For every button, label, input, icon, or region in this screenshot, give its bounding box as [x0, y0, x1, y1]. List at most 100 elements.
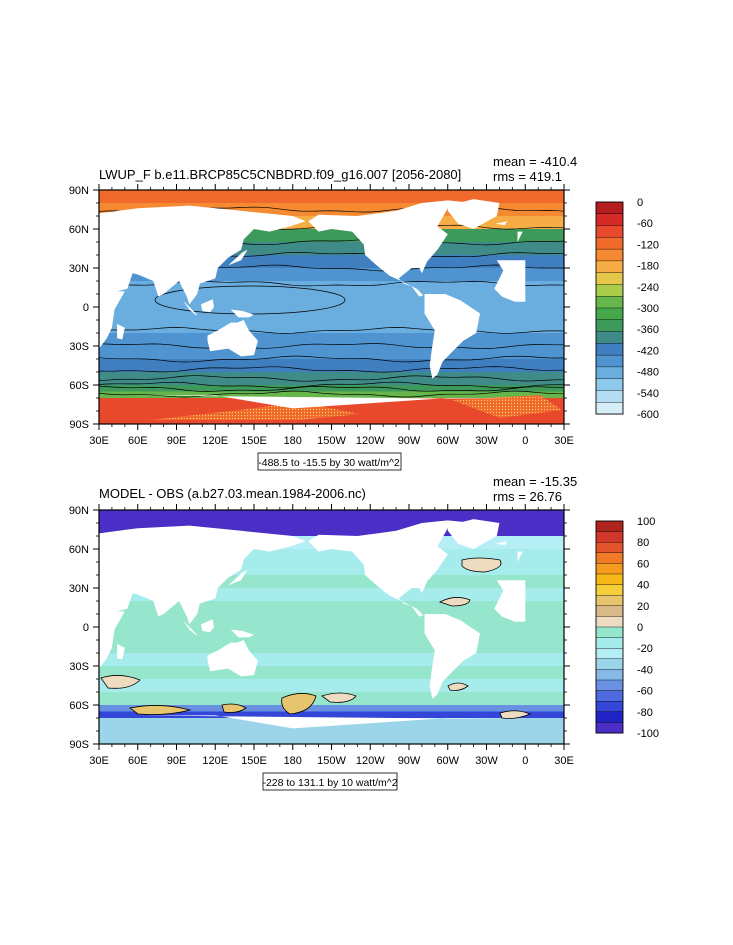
y-tick-label: 60S: [69, 700, 89, 712]
top-map: [0, 190, 564, 424]
land-mass: [99, 205, 306, 349]
field-band: [99, 705, 564, 712]
top-range-box: [257, 452, 402, 471]
x-tick-label: 150E: [241, 435, 267, 447]
colorbar-swatch: [595, 679, 624, 692]
top-title: LWUP_F b.e11.BRCP85C5CNBDRD.f09_g16.007 …: [99, 167, 461, 182]
x-tick-label: 180: [284, 435, 302, 447]
field-band: [99, 679, 564, 693]
colorbar-label: -360: [637, 324, 659, 336]
colorbar-swatch: [595, 307, 624, 321]
top-colorbar: 0 -60 -120 -180 -240 -300 -360 -420 -480 -540 -600: [595, 197, 659, 421]
bottom-patch-indian-south: [129, 705, 192, 715]
contour-line: [99, 375, 564, 382]
x-tick-label: 0: [522, 755, 528, 767]
colorbar-swatch: [595, 213, 624, 227]
bottom-patch-atlantic: [461, 557, 502, 573]
bottom-patch-aus: [221, 703, 247, 713]
x-tick-label: 30E: [89, 435, 109, 447]
land-mass: [183, 300, 198, 317]
x-tick-label: 180: [284, 755, 302, 767]
colorbar-swatch: [595, 272, 624, 285]
bottom-title: MODEL - OBS (a.b27.03.mean.1984-2006.nc): [99, 486, 366, 501]
colorbar-swatch: [595, 319, 624, 333]
land-mass: [517, 551, 523, 562]
colorbar-swatch: [595, 260, 624, 274]
land-mass: [137, 395, 526, 424]
colorbar-swatch: [595, 402, 624, 415]
colorbar-label: -120: [637, 239, 659, 251]
land-mass-wrap: [29, 580, 60, 622]
top-y-axis: 90N 60N 30N 0 30S 60S 90S: [69, 185, 570, 431]
land-mass: [230, 309, 254, 318]
colorbar-label: -80: [637, 707, 653, 719]
field-band: [99, 385, 564, 392]
y-tick-label: 30S: [69, 341, 89, 353]
x-tick-label: 60E: [128, 435, 148, 447]
land-mass: [117, 643, 125, 660]
colorbar-label: 40: [637, 580, 649, 592]
y-tick-label: 30N: [69, 263, 89, 275]
colorbar-label: 20: [637, 601, 649, 613]
bottom-y-axis: 90N 60N 30N 0 30S 60S 90S: [69, 505, 570, 751]
field-band: [99, 711, 564, 719]
land-mass: [494, 580, 526, 622]
land-mass: [308, 520, 474, 617]
colorbar-swatch: [595, 366, 624, 380]
field-band: [99, 640, 564, 654]
colorbar-label: -100: [637, 728, 659, 740]
bottom-x-axis: 30E 60E 90E 120E 150E 180 150W 120W 90W 60W 30W 0 30…: [89, 504, 574, 767]
top-x-axis: 30E 60E 90E 120E 150E 180 150W 120W 90W 60W 30W 0 30…: [89, 184, 574, 447]
contour-line: [99, 381, 564, 389]
contour-line: [99, 355, 564, 363]
y-tick-label: 90N: [69, 185, 89, 197]
land-mass: [517, 231, 523, 242]
land-mass: [228, 569, 248, 586]
colorbar-frame: [595, 520, 624, 734]
x-tick-label: 150W: [317, 435, 346, 447]
bottom-rms-label: rms = 26.76: [493, 489, 562, 504]
x-tick-label: 30E: [554, 755, 574, 767]
land-mass-wrap: [31, 221, 43, 225]
y-tick-label: 90N: [69, 505, 89, 517]
field-band: [99, 614, 564, 628]
field-band: [99, 307, 564, 321]
land-mass: [117, 323, 125, 340]
field-band: [99, 190, 564, 204]
land-mass: [201, 619, 214, 633]
colorbar-swatch: [595, 343, 624, 356]
x-tick-label: 120E: [202, 755, 228, 767]
colorbar-swatch: [595, 296, 624, 309]
land-mass-wrap: [0, 294, 15, 379]
colorbar-swatch: [595, 390, 624, 403]
land-mass-wrap: [0, 715, 60, 744]
colorbar-swatch: [595, 354, 624, 368]
top-antarctic-stipple-east: [452, 395, 562, 418]
field-band: [99, 294, 564, 308]
colorbar-label: -540: [637, 388, 659, 400]
bottom-patch-indian: [100, 675, 141, 689]
y-tick-label: 90S: [69, 419, 89, 431]
land-mass-wrap: [0, 520, 9, 616]
land-mass: [207, 320, 258, 357]
land-mass-wrap: [0, 200, 9, 296]
y-tick-label: 60N: [69, 544, 89, 556]
contour-line: [99, 343, 564, 349]
bottom-mean-label: mean = -15.35: [493, 474, 577, 489]
x-tick-label: 150E: [241, 755, 267, 767]
land-mass: [494, 260, 526, 302]
colorbar-label: -40: [637, 664, 653, 676]
bottom-patch-falkland: [447, 682, 469, 691]
land-mass: [183, 620, 198, 637]
colorbar-swatch: [595, 595, 624, 607]
colorbar-swatch: [595, 284, 624, 297]
colorbar-swatch: [595, 648, 624, 660]
top-mean-label: mean = -410.4: [493, 154, 577, 169]
field-band: [99, 510, 564, 524]
land-mass: [447, 199, 500, 229]
colorbar-label: -420: [637, 345, 659, 357]
land-mass: [495, 541, 508, 546]
x-tick-label: 120W: [356, 435, 385, 447]
colorbar-label: 100: [637, 516, 655, 528]
